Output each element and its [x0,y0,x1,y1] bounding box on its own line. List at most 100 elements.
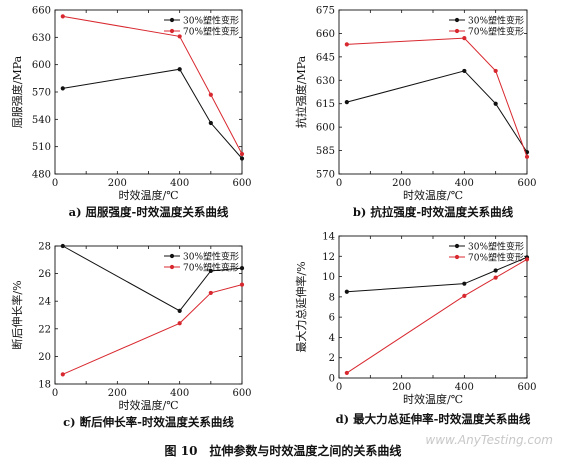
series-black [60,67,245,161]
x-axis-label: 时效温度/℃ [403,188,463,202]
panel-caption: a) 屈服强度-时效温度关系曲线 [69,205,229,219]
y-tick-label: 480 [32,170,51,181]
data-point [493,268,498,273]
x-axis-label: 时效温度/℃ [403,392,463,406]
data-point [344,370,349,376]
data-point [493,68,498,74]
data-point [344,289,349,294]
y-axis-label: 断后伸长率/% [10,280,24,349]
y-tick-label: 20 [38,352,51,363]
panel-a: 0 200 400 600 480 510 540 570 600 630 660 时效温度/℃ 屈服强… [10,6,252,220]
data-point [524,154,530,159]
x-tick-label: 200 [392,382,411,393]
y-tick-label: 28 [38,242,51,253]
y-tick-label: 615 [316,99,335,110]
legend-label: 30%塑性变形 [468,15,524,27]
legend-label: 70%塑性变形 [183,26,239,38]
x-tick-label: 400 [455,178,474,189]
data-point [60,14,65,19]
series-line [346,70,528,153]
data-point [177,67,182,72]
panel-caption: d) 最大力总延伸率-时效温度关系曲线 [336,412,531,426]
legend-marker [454,243,460,249]
legend-marker [169,264,175,270]
series-line [62,15,243,155]
series-line [346,37,528,157]
data-point [493,101,498,106]
y-tick-label: 18 [38,380,51,391]
legend-marker [169,17,175,23]
y-tick-label: 24 [38,297,51,308]
y-tick-label: 6 [329,313,335,324]
data-point [239,156,245,161]
y-tick-label: 645 [316,52,335,63]
series-red [60,282,245,377]
data-point [493,275,498,280]
x-axis-label: 时效温度/℃ [118,188,178,202]
data-point [239,282,245,287]
legend-label: 30%塑性变形 [183,251,239,263]
x-tick-label: 600 [232,178,251,189]
data-point [208,120,213,126]
series-black [344,68,530,155]
x-tick-label: 600 [517,178,536,189]
y-tick-label: 630 [32,33,51,44]
x-tick-label: 400 [455,382,474,393]
data-point [344,100,349,105]
y-tick-label: 8 [329,292,335,303]
x-tick-label: 600 [517,382,536,393]
y-tick-label: 2 [329,353,335,364]
watermark: www.AnyTesting.com [425,433,553,447]
series-red [60,14,245,157]
series-red [344,36,530,159]
data-point [208,92,213,97]
x-tick-label: 200 [108,388,127,399]
data-point [524,257,530,262]
panel-d: 0 200 400 600 0 2 4 6 8 10 12 14 时效温度/℃ 最大力总延伸率/% 30%塑… [294,232,537,427]
legend-marker [169,253,175,259]
y-tick-label: 630 [316,76,335,87]
y-tick-label: 14 [322,232,335,243]
data-point [60,243,65,249]
y-axis-label: 屈服强度/MPa [10,55,24,128]
data-point [462,68,467,74]
data-point [239,265,245,271]
legend-label: 70%塑性变形 [468,252,524,264]
data-point [208,290,213,296]
x-tick-label: 600 [232,388,251,399]
y-tick-label: 660 [316,29,335,40]
series-line [62,245,243,312]
x-tick-label: 200 [392,178,411,189]
y-tick-label: 675 [316,6,335,17]
legend-label: 30%塑性变形 [183,15,239,27]
y-tick-label: 22 [38,324,51,335]
data-point [462,281,467,286]
x-tick-label: 200 [108,178,127,189]
series-red [344,257,530,376]
x-axis-label: 时效温度/℃ [118,398,178,412]
legend-label: 30%塑性变形 [468,241,524,253]
data-point [344,42,349,47]
legend-marker [169,28,175,34]
y-axis-label: 抗拉强度/MPa [294,55,308,128]
series-line [346,258,528,374]
y-axis-label: 最大力总延伸率/% [294,261,308,352]
data-point [177,321,182,326]
x-tick-label: 400 [170,388,189,399]
legend-marker [454,254,460,260]
series-line [62,284,243,375]
y-tick-label: 570 [32,88,51,99]
data-point [60,86,65,91]
y-tick-label: 585 [316,146,335,157]
figure-caption: 图 10 拉伸参数与时效温度之间的关系曲线 [165,443,402,458]
data-point [462,36,467,41]
y-tick-label: 10 [322,272,335,283]
panels: 0 200 400 600480510540570600630660时效温度/℃屈服强… [10,6,537,430]
data-point [208,268,213,273]
x-tick-label: 400 [170,178,189,189]
y-tick-label: 600 [32,60,51,71]
x-tick-label: 0 [336,382,342,393]
x-tick-label: 0 [52,178,58,189]
y-tick-label: 0 [329,374,335,385]
